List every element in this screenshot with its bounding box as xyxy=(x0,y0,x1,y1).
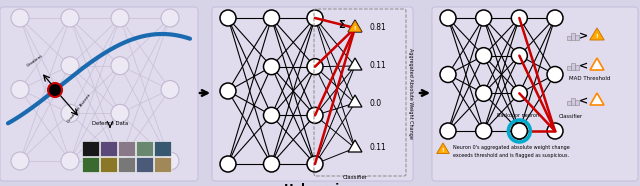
Circle shape xyxy=(61,57,79,75)
Circle shape xyxy=(264,59,280,75)
Text: 0.0: 0.0 xyxy=(369,99,381,108)
Bar xyxy=(100,157,117,172)
Circle shape xyxy=(264,107,280,123)
Text: !: ! xyxy=(442,148,444,153)
Text: >: > xyxy=(579,31,589,41)
Circle shape xyxy=(111,152,129,170)
Circle shape xyxy=(307,107,323,123)
Bar xyxy=(100,141,117,156)
Text: Unlearning: Unlearning xyxy=(284,183,356,186)
Text: <: < xyxy=(579,96,589,106)
Bar xyxy=(154,141,171,156)
Polygon shape xyxy=(436,143,449,153)
Circle shape xyxy=(511,85,527,101)
Text: 0.11: 0.11 xyxy=(369,144,386,153)
Text: Aggregated Absolute Weight Change: Aggregated Absolute Weight Change xyxy=(408,48,413,138)
Circle shape xyxy=(220,156,236,172)
Circle shape xyxy=(111,104,129,122)
Circle shape xyxy=(220,10,236,26)
Circle shape xyxy=(547,123,563,139)
Bar xyxy=(567,101,570,105)
Circle shape xyxy=(511,48,527,64)
Circle shape xyxy=(547,10,563,26)
Circle shape xyxy=(161,9,179,27)
Circle shape xyxy=(476,123,492,139)
Bar xyxy=(136,141,153,156)
Bar xyxy=(136,157,153,172)
Text: <: < xyxy=(579,61,589,71)
Circle shape xyxy=(264,10,280,26)
FancyBboxPatch shape xyxy=(432,7,638,181)
Bar xyxy=(118,141,135,156)
Bar xyxy=(571,98,575,105)
Circle shape xyxy=(476,10,492,26)
FancyBboxPatch shape xyxy=(212,7,413,181)
Polygon shape xyxy=(348,20,362,32)
Circle shape xyxy=(220,83,236,99)
Circle shape xyxy=(511,123,527,139)
Text: Neuron 0's aggregated absolute weight change: Neuron 0's aggregated absolute weight ch… xyxy=(453,145,570,150)
Bar xyxy=(575,65,579,70)
Bar xyxy=(571,33,575,40)
Circle shape xyxy=(307,59,323,75)
Text: Backdoor neuron: Backdoor neuron xyxy=(497,113,540,118)
Text: MAD Threshold: MAD Threshold xyxy=(569,76,611,81)
FancyBboxPatch shape xyxy=(0,7,198,181)
Circle shape xyxy=(547,67,563,83)
Circle shape xyxy=(440,123,456,139)
Polygon shape xyxy=(590,28,604,40)
Text: !: ! xyxy=(596,34,598,39)
Circle shape xyxy=(111,57,129,75)
Text: Σ: Σ xyxy=(338,20,344,30)
Circle shape xyxy=(161,152,179,170)
Circle shape xyxy=(11,152,29,170)
Bar xyxy=(82,157,99,172)
Polygon shape xyxy=(348,140,362,152)
Bar xyxy=(567,36,570,40)
Circle shape xyxy=(61,9,79,27)
Circle shape xyxy=(440,10,456,26)
Text: 0.11: 0.11 xyxy=(369,62,386,70)
Polygon shape xyxy=(349,21,362,31)
Bar xyxy=(571,63,575,70)
Bar xyxy=(567,66,570,70)
Circle shape xyxy=(48,83,62,97)
Bar xyxy=(118,157,135,172)
Text: Defence Data: Defence Data xyxy=(92,121,128,126)
Polygon shape xyxy=(590,93,604,105)
Text: Gradient: Gradient xyxy=(26,54,44,68)
Circle shape xyxy=(511,10,527,26)
Text: Gradient Ascent: Gradient Ascent xyxy=(67,94,92,124)
Bar xyxy=(82,141,99,156)
Text: Classifier: Classifier xyxy=(559,114,583,119)
Circle shape xyxy=(440,67,456,83)
Circle shape xyxy=(11,9,29,27)
Circle shape xyxy=(307,10,323,26)
Circle shape xyxy=(61,104,79,122)
Text: !: ! xyxy=(354,26,356,31)
Circle shape xyxy=(264,156,280,172)
Circle shape xyxy=(61,152,79,170)
Text: 0.81: 0.81 xyxy=(369,23,386,33)
Circle shape xyxy=(476,48,492,64)
Polygon shape xyxy=(348,58,362,70)
Circle shape xyxy=(307,156,323,172)
Circle shape xyxy=(511,123,527,139)
Polygon shape xyxy=(348,95,362,107)
Circle shape xyxy=(111,9,129,27)
Bar xyxy=(575,35,579,40)
Circle shape xyxy=(11,81,29,99)
Circle shape xyxy=(476,85,492,101)
Bar xyxy=(154,157,171,172)
Polygon shape xyxy=(590,58,604,70)
Text: Classifier: Classifier xyxy=(342,175,367,180)
Circle shape xyxy=(161,81,179,99)
Bar xyxy=(575,100,579,105)
Text: exceeds threshold and is flagged as suspicious.: exceeds threshold and is flagged as susp… xyxy=(453,153,569,158)
